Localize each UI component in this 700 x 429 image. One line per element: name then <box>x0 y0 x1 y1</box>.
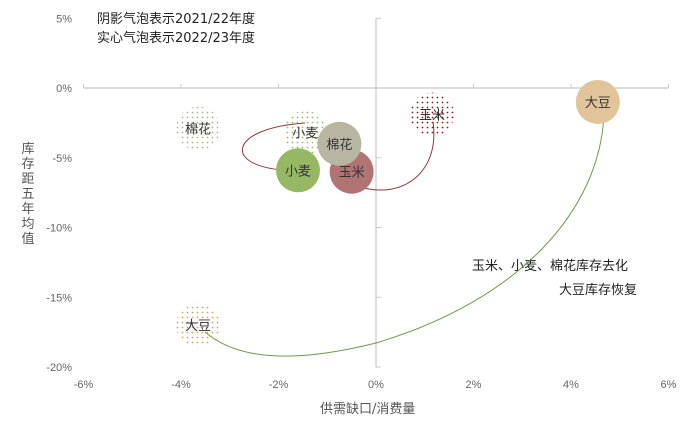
bubble-label: 玉米 <box>419 109 445 124</box>
trajectory-玉米 <box>359 121 435 191</box>
legend-shaded: 阴影气泡表示2021/22年度 <box>97 12 256 27</box>
bubble-2021-小麦 <box>283 110 328 155</box>
y-tick-label: 0% <box>56 83 72 95</box>
bubble-2021-玉米 <box>410 92 455 137</box>
y-tick-label: -20% <box>46 362 72 374</box>
trajectory-大豆 <box>204 113 605 357</box>
axes: -6% -4% -2% 0% 2% 4% 6% 5% 0% -5% -10% -15% -20% <box>46 13 676 391</box>
y-tick-label: -5% <box>52 153 72 165</box>
x-tick-label: 0% <box>368 379 384 391</box>
annotation-soy: 大豆库存恢复 <box>559 283 638 298</box>
x-tick-label: 4% <box>563 379 579 391</box>
bubble-label: 大豆 <box>585 96 611 111</box>
x-tick-label: -4% <box>171 379 191 391</box>
bubble-label: 玉米 <box>339 166 365 181</box>
bubble-label: 小麦 <box>292 127 318 142</box>
x-tick-label: 2% <box>466 379 482 391</box>
x-axis-label: 供需缺口/消费量 <box>320 402 416 417</box>
trajectory-curves <box>204 113 605 357</box>
y-tick-label: -10% <box>46 223 72 235</box>
bubble-label: 棉花 <box>185 121 211 137</box>
bubble-label: 棉花 <box>326 137 352 153</box>
y-tick-label: 5% <box>56 13 72 25</box>
x-tick-label: -2% <box>269 379 289 391</box>
x-tick-label: 6% <box>661 379 677 391</box>
bubble-2021-大豆 <box>176 303 221 348</box>
legend-solid: 实心气泡表示2022/23年度 <box>97 31 256 46</box>
bubble-label: 小麦 <box>285 164 311 179</box>
legend-note: 阴影气泡表示2021/22年度 实心气泡表示2022/23年度 <box>97 10 255 48</box>
bubble-label: 大豆 <box>185 319 211 334</box>
y-axis-label: 库存距五年均值 <box>21 142 35 247</box>
trajectory-小麦 <box>241 122 306 171</box>
bubble-2022-大豆 <box>575 79 620 124</box>
bubble-2022-棉花 <box>317 121 362 166</box>
annotation-destock: 玉米、小麦、棉花库存去化 <box>472 259 629 274</box>
bubble-2021-棉花 <box>176 106 221 151</box>
x-tick-label: -6% <box>74 379 94 391</box>
bubble-2022-小麦 <box>276 148 320 193</box>
y-tick-label: -15% <box>46 292 72 304</box>
